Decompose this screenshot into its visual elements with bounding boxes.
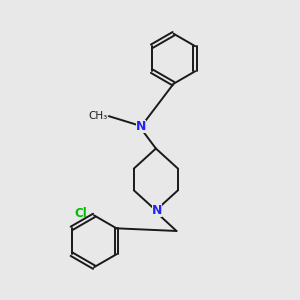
Text: N: N bbox=[152, 205, 162, 218]
Text: Cl: Cl bbox=[74, 207, 87, 220]
Text: N: N bbox=[136, 120, 146, 133]
Text: CH₃: CH₃ bbox=[88, 110, 107, 121]
